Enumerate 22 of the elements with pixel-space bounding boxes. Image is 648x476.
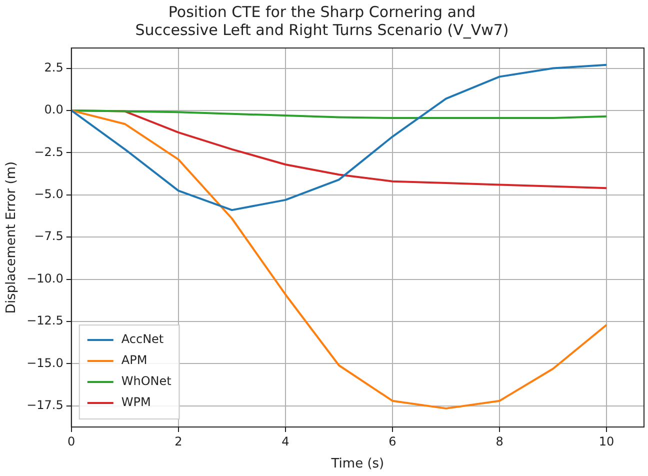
x-tick-label: 2 [174,434,182,448]
y-tick-label: −12.5 [26,314,64,328]
y-tick-label: −7.5 [34,229,64,244]
chart-title: Position CTE for the Sharp Cornering and Successive Left and Right Turns Scenario (V_Vw7) [135,2,509,39]
legend-label: WPM [121,395,151,410]
x-tick-label: 10 [598,434,614,448]
x-axis-title: Time (s) [330,456,384,472]
x-tick-label: 6 [388,434,396,448]
y-tick-label: −5.0 [34,187,64,201]
y-tick-label: −15.0 [26,356,64,370]
y-tick-label: −10.0 [26,271,64,286]
legend-label: WhONet [121,374,172,388]
x-tick-label: 8 [496,434,504,448]
y-axis-title: Displacement Error (m) [4,161,20,314]
x-tick-label: 4 [282,434,290,448]
x-tick-label: 0 [68,434,76,448]
legend-label: AccNet [121,332,164,346]
y-tick-label: −17.5 [26,398,64,412]
y-tick-label: −2.5 [34,144,64,159]
y-tick-label: 2.5 [44,60,64,74]
legend-label: APM [121,353,148,368]
y-tick-label: 0.0 [44,102,64,117]
